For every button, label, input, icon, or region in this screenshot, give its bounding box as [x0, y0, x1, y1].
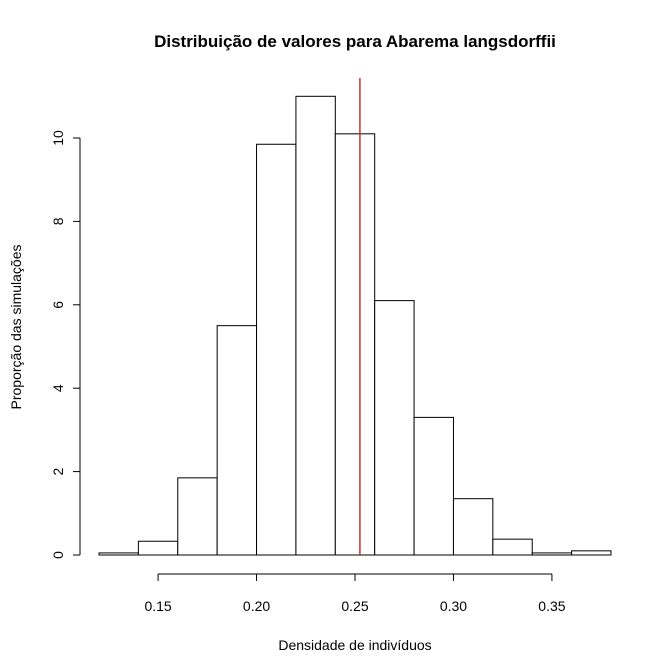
histogram-bar-5	[295, 95, 336, 556]
x-tick-label: 0.15	[144, 598, 171, 614]
x-tick-label: 0.35	[538, 598, 565, 614]
x-tick-label: 0.30	[440, 598, 467, 614]
y-tick-label: 0	[50, 551, 66, 559]
histogram-bar-10	[492, 538, 533, 556]
x-tick-label: 0.25	[341, 598, 368, 614]
histogram-bar-8	[413, 416, 454, 556]
y-tick-label: 10	[50, 130, 66, 146]
histogram-bar-11	[531, 552, 573, 556]
y-axis: 0 2 4 6 8 10	[50, 130, 81, 559]
histogram-bar-6	[334, 133, 376, 556]
y-axis-label: Proporção das simulações	[8, 245, 24, 410]
y-tick-label: 4	[50, 384, 66, 392]
histogram-bar-9	[452, 498, 494, 556]
y-tick-label: 2	[50, 467, 66, 475]
x-axis-label: Densidade de indivíduos	[278, 637, 431, 653]
histogram-bars	[98, 95, 612, 556]
histogram-bar-12	[571, 550, 612, 556]
histogram-bar-4	[256, 143, 297, 556]
histogram-bar-3	[216, 325, 258, 556]
histogram-bar-1	[137, 540, 179, 556]
x-tick-label: 0.20	[243, 598, 270, 614]
x-axis: 0.15 0.20 0.25 0.30 0.35	[144, 573, 566, 614]
chart-title: Distribuição de valores para Abarema lan…	[154, 32, 556, 51]
histogram-bar-0	[98, 552, 139, 556]
histogram-bar-2	[177, 477, 218, 556]
y-tick-label: 8	[50, 217, 66, 225]
histogram-bar-7	[374, 300, 415, 556]
y-tick-label: 6	[50, 301, 66, 309]
